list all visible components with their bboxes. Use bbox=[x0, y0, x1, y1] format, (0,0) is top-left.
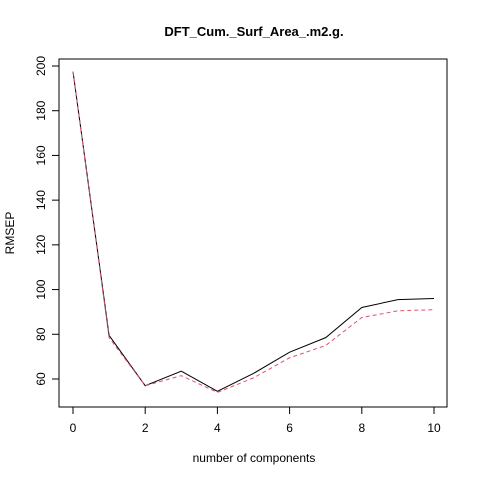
x-tick-label: 4 bbox=[214, 421, 221, 435]
x-tick-label: 8 bbox=[358, 421, 365, 435]
y-axis-label: RMSEP bbox=[3, 212, 17, 255]
x-axis-label: number of components bbox=[193, 451, 316, 465]
series-line-1 bbox=[72, 71, 435, 392]
y-tick-label: 60 bbox=[34, 372, 48, 386]
y-tick-label: 160 bbox=[34, 145, 48, 165]
y-axis: 60 80 100 120 140 160 180 200 bbox=[34, 56, 60, 386]
y-tick-label: 80 bbox=[34, 327, 48, 341]
x-tick-label: 6 bbox=[286, 421, 293, 435]
plot-box bbox=[58, 58, 448, 408]
series-layer bbox=[72, 71, 435, 393]
x-tick-label: 10 bbox=[427, 421, 441, 435]
y-tick-label: 200 bbox=[34, 56, 48, 76]
y-tick-label: 120 bbox=[34, 235, 48, 255]
y-tick-label: 140 bbox=[34, 190, 48, 210]
x-tick-label: 2 bbox=[142, 421, 149, 435]
chart-title: DFT_Cum._Surf_Area_.m2.g. bbox=[164, 24, 343, 39]
x-tick-label: 0 bbox=[70, 421, 77, 435]
y-tick-label: 100 bbox=[34, 279, 48, 299]
series-line-2 bbox=[72, 71, 435, 393]
x-axis: 0 2 4 6 8 10 bbox=[70, 406, 441, 435]
y-tick-label: 180 bbox=[34, 100, 48, 120]
